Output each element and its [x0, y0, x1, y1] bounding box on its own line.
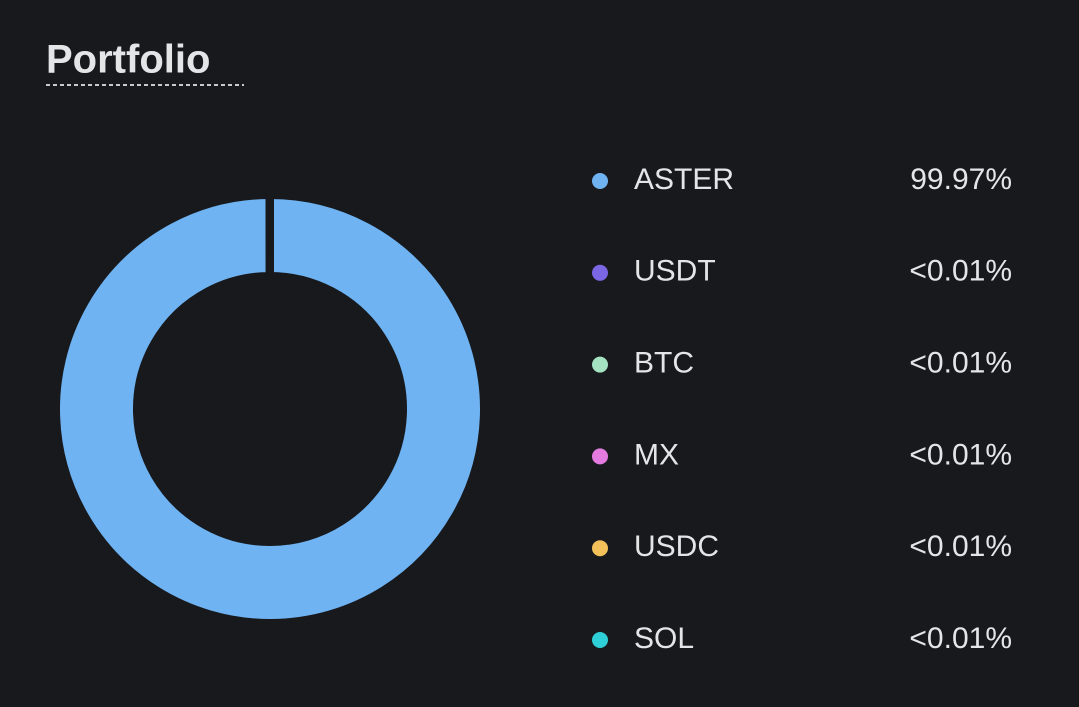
legend-row: ASTER 99.97%	[592, 163, 1012, 196]
legend-row: BTC <0.01%	[592, 347, 1012, 380]
legend-row: SOL <0.01%	[592, 622, 1012, 655]
donut-slice	[51, 190, 488, 627]
legend-value: 99.97%	[910, 163, 1012, 196]
legend-value: <0.01%	[909, 347, 1012, 380]
legend-label: BTC	[634, 347, 694, 380]
legend-dot	[592, 540, 608, 557]
legend-dot	[592, 264, 608, 281]
legend-row: USDC <0.01%	[592, 530, 1012, 563]
legend-label: USDT	[634, 255, 716, 288]
donut-chart	[51, 190, 488, 627]
legend-dot	[592, 356, 608, 373]
legend-row: MX <0.01%	[592, 438, 1012, 471]
legend-value: <0.01%	[909, 255, 1012, 288]
legend-label: USDC	[634, 530, 719, 563]
legend-label: ASTER	[634, 163, 734, 196]
legend-value: <0.01%	[909, 530, 1012, 563]
legend: ASTER 99.97%USDT <0.01%BTC <0.01%MX <0.01%US…	[592, 163, 1012, 655]
legend-row: USDT <0.01%	[592, 255, 1012, 288]
legend-value: <0.01%	[909, 622, 1012, 655]
panel-title[interactable]: Portfolio	[46, 38, 210, 82]
legend-value: <0.01%	[909, 438, 1012, 471]
legend-dot	[592, 173, 608, 189]
legend-label: SOL	[634, 622, 694, 655]
legend-label: MX	[634, 438, 679, 471]
legend-dot	[592, 448, 608, 465]
legend-dot	[592, 632, 608, 648]
